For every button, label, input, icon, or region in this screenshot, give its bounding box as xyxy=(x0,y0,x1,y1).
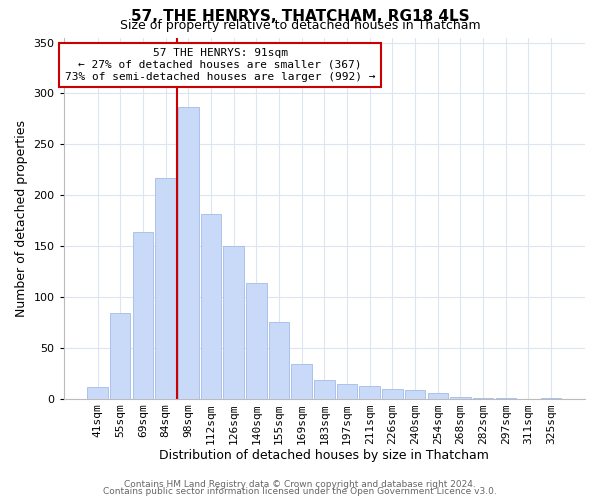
Bar xyxy=(201,214,221,398)
X-axis label: Distribution of detached houses by size in Thatcham: Distribution of detached houses by size … xyxy=(160,450,489,462)
Bar xyxy=(246,282,266,399)
Text: Contains public sector information licensed under the Open Government Licence v3: Contains public sector information licen… xyxy=(103,487,497,496)
Bar xyxy=(382,390,403,398)
Bar xyxy=(110,313,130,398)
Bar xyxy=(269,322,289,398)
Text: Size of property relative to detached houses in Thatcham: Size of property relative to detached ho… xyxy=(119,19,481,32)
Bar xyxy=(155,178,176,398)
Bar xyxy=(223,246,244,398)
Bar xyxy=(314,380,335,398)
Y-axis label: Number of detached properties: Number of detached properties xyxy=(15,120,28,316)
Text: 57, THE HENRYS, THATCHAM, RG18 4LS: 57, THE HENRYS, THATCHAM, RG18 4LS xyxy=(131,9,469,24)
Bar xyxy=(428,394,448,398)
Bar xyxy=(359,386,380,398)
Bar xyxy=(337,384,357,398)
Text: 57 THE HENRYS: 91sqm
← 27% of detached houses are smaller (367)
73% of semi-deta: 57 THE HENRYS: 91sqm ← 27% of detached h… xyxy=(65,48,376,82)
Bar xyxy=(88,388,108,398)
Bar xyxy=(178,106,199,399)
Bar xyxy=(133,232,153,398)
Bar xyxy=(450,396,470,398)
Bar xyxy=(405,390,425,398)
Bar xyxy=(292,364,312,398)
Text: Contains HM Land Registry data © Crown copyright and database right 2024.: Contains HM Land Registry data © Crown c… xyxy=(124,480,476,489)
